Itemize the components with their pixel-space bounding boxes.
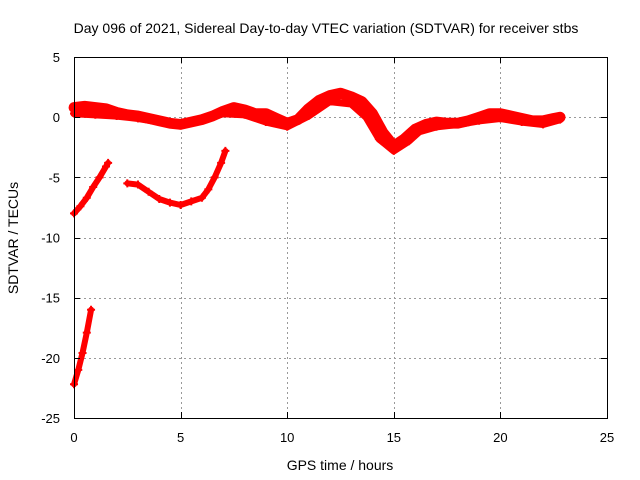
data-point-marker [101,104,110,113]
data-point-marker [89,182,98,191]
data-point-marker [517,117,526,126]
data-point-marker [95,173,104,182]
data-point-marker [123,179,132,188]
data-point-marker [496,114,505,123]
data-point-marker [144,187,153,196]
series-3 [70,158,113,218]
data-point-marker [368,109,377,118]
data-point-marker [325,97,334,106]
series-band [71,306,95,388]
x-tick-label: 25 [600,430,614,445]
data-point-marker [155,194,164,203]
series-2 [70,97,565,155]
data-point-marker [82,193,91,202]
data-point-marker [112,111,121,120]
data-point-marker [357,97,366,106]
data-point-marker [374,134,383,143]
data-point-marker [197,193,206,202]
data-point-marker [261,109,270,118]
data-point-marker [165,198,174,207]
data-point-marker [304,111,313,120]
data-point-marker [219,109,228,118]
data-point-marker [210,173,219,182]
y-tick-label: 0 [53,110,60,125]
data-point-marker [221,146,230,155]
data-point-marker [240,110,249,119]
y-tick-label: -25 [41,411,60,426]
data-point-marker [197,116,206,125]
x-tick-labels: 0 5 10 15 20 25 [70,430,614,445]
axis-ticks [74,57,608,419]
data-point-marker [304,104,313,113]
data-point-marker [432,122,441,131]
x-tick-label: 20 [493,430,507,445]
data-point-marker [404,137,413,146]
data-point-marker [539,120,548,129]
y-tick-label: -5 [48,170,60,185]
data-point-marker [133,114,142,123]
data-point-marker [133,180,142,189]
data-point-marker [80,102,89,111]
data-point-marker [347,99,356,108]
plot-area [68,87,566,389]
data-point-marker [204,185,213,194]
data-point-marker [556,115,565,124]
data-point-marker [315,96,324,105]
y-tick-label: -15 [41,291,60,306]
data-point-marker [78,349,87,358]
grid [74,57,607,418]
data-point-marker [453,120,462,129]
data-point-marker [336,89,345,98]
data-point-marker [283,122,292,131]
y-tick-label: -20 [41,351,60,366]
data-point-marker [389,146,398,155]
series-5 [70,305,96,389]
data-point-marker [176,201,185,210]
y-axis-label: SDTVAR / TECUs [5,182,21,294]
series-4 [123,146,230,210]
data-point-marker [379,128,388,137]
x-tick-label: 5 [177,430,184,445]
data-point-marker [347,92,356,101]
data-point-marker [261,117,270,126]
y-tick-labels: 5 0 -5 -10 -15 -20 -25 [41,50,60,426]
data-point-marker [475,116,484,125]
x-tick-label: 0 [70,430,77,445]
x-tick-label: 10 [280,430,294,445]
data-point-marker [82,328,91,337]
data-point-marker [155,117,164,126]
data-point-marker [76,202,85,211]
data-point-marker [229,103,238,112]
y-tick-label: 5 [53,50,60,65]
data-point-marker [187,197,196,206]
data-point-marker [91,110,100,119]
data-point-marker [91,103,100,112]
data-point-marker [87,305,96,314]
series-band [124,147,229,208]
data-point-marker [176,121,185,130]
x-tick-label: 15 [387,430,401,445]
y-tick-label: -10 [41,231,60,246]
data-point-marker [217,158,226,167]
x-axis-label: GPS time / hours [287,457,394,473]
chart-title: Day 096 of 2021, Sidereal Day-to-day VTE… [74,20,579,36]
data-point-marker [104,158,113,167]
data-point-marker [415,127,424,136]
data-point-marker [74,365,83,374]
data-point-marker [362,113,371,122]
